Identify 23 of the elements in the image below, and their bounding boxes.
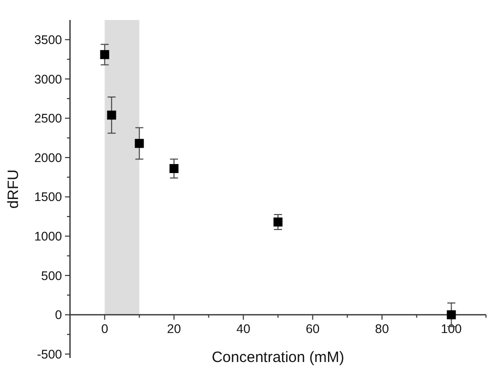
- point: [170, 164, 178, 174]
- point: [107, 110, 116, 120]
- x-tick-label: 80: [375, 322, 389, 336]
- x-axis-title: Concentration (mM): [212, 348, 344, 366]
- x-tick-label: 100: [440, 322, 462, 336]
- point: [100, 50, 110, 60]
- y-tick-label: 2000: [34, 150, 62, 165]
- y-tick-label: 2500: [34, 112, 62, 126]
- point: [134, 138, 144, 148]
- y-tick-label: 1000: [34, 230, 62, 244]
- y-tick-label: 1500: [34, 190, 62, 204]
- point: [274, 218, 282, 227]
- y-tick-label: -500: [36, 347, 62, 362]
- x-tick-label: 0: [101, 322, 108, 336]
- x-tick-label: 40: [236, 322, 250, 336]
- y-tick-label: 3000: [34, 72, 62, 86]
- y-tick-label: 500: [41, 268, 62, 283]
- y-axis-title: dRFU: [5, 169, 22, 209]
- x-tick-label: 20: [167, 322, 181, 336]
- y-tick-label: 3500: [34, 33, 62, 48]
- y-tick-label: 0: [55, 308, 62, 322]
- point: [446, 310, 456, 320]
- x-tick-label: 60: [306, 322, 320, 336]
